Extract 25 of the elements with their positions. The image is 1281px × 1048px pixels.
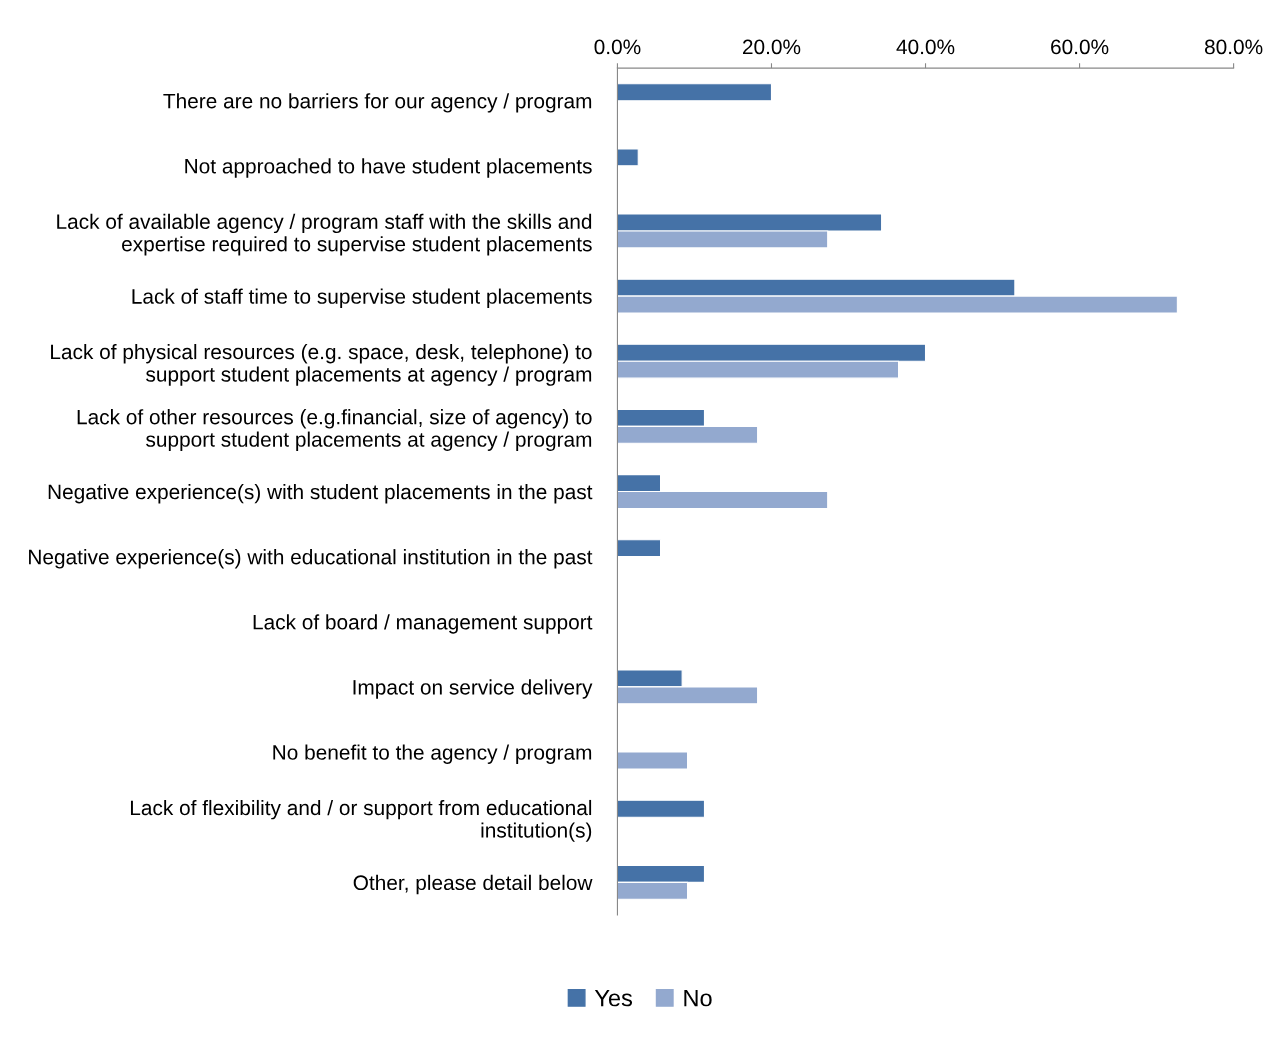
y-tick-label: Lack of other resources (e.g.financial, size of agency) to support student placements at agency / program [77, 409, 592, 451]
bar [617, 799, 706, 818]
y-tick-label: Lack of staff time to supervise student placements [132, 288, 592, 308]
y-tick-label: Other, please detail below [353, 874, 593, 895]
y-tick-label: No benefit to the agency / program [273, 744, 592, 764]
x-tick-label: 60.0% [1051, 39, 1109, 55]
y-tick-label: Lack of physical resources (e.g. space, desk, telephone) to support student placements at agency / program [51, 343, 592, 386]
y-tick-label: Lack of available agency / program staff with the skills and expertise required to supervise student placements [57, 213, 592, 256]
legend-label: Yes [594, 989, 633, 1007]
bar [617, 83, 773, 102]
bar [617, 751, 689, 770]
x-tick-label: 80.0% [1204, 39, 1263, 55]
y-tick-label: There are no barriers for our agency / program [163, 93, 592, 113]
x-tick-label: 0.0% [594, 39, 641, 55]
y-tick-label: Negative experience(s) with student placements in the past [48, 483, 593, 504]
y-tick-label: Lack of board / management support [253, 614, 593, 634]
y-tick-label: Negative experience(s) with educational institution in the past [29, 549, 593, 569]
x-tick-label: 40.0% [896, 39, 955, 55]
y-tick-label: Lack of flexibility and / or support from educational institution(s) [130, 799, 592, 842]
bar [617, 148, 639, 167]
bar [617, 539, 662, 558]
legend-label: No [684, 989, 712, 1007]
y-tick-label: Not approached to have student placements [185, 158, 592, 178]
y-tick-label: Impact on service delivery [353, 679, 593, 699]
x-tick-label: 20.0% [743, 39, 801, 55]
